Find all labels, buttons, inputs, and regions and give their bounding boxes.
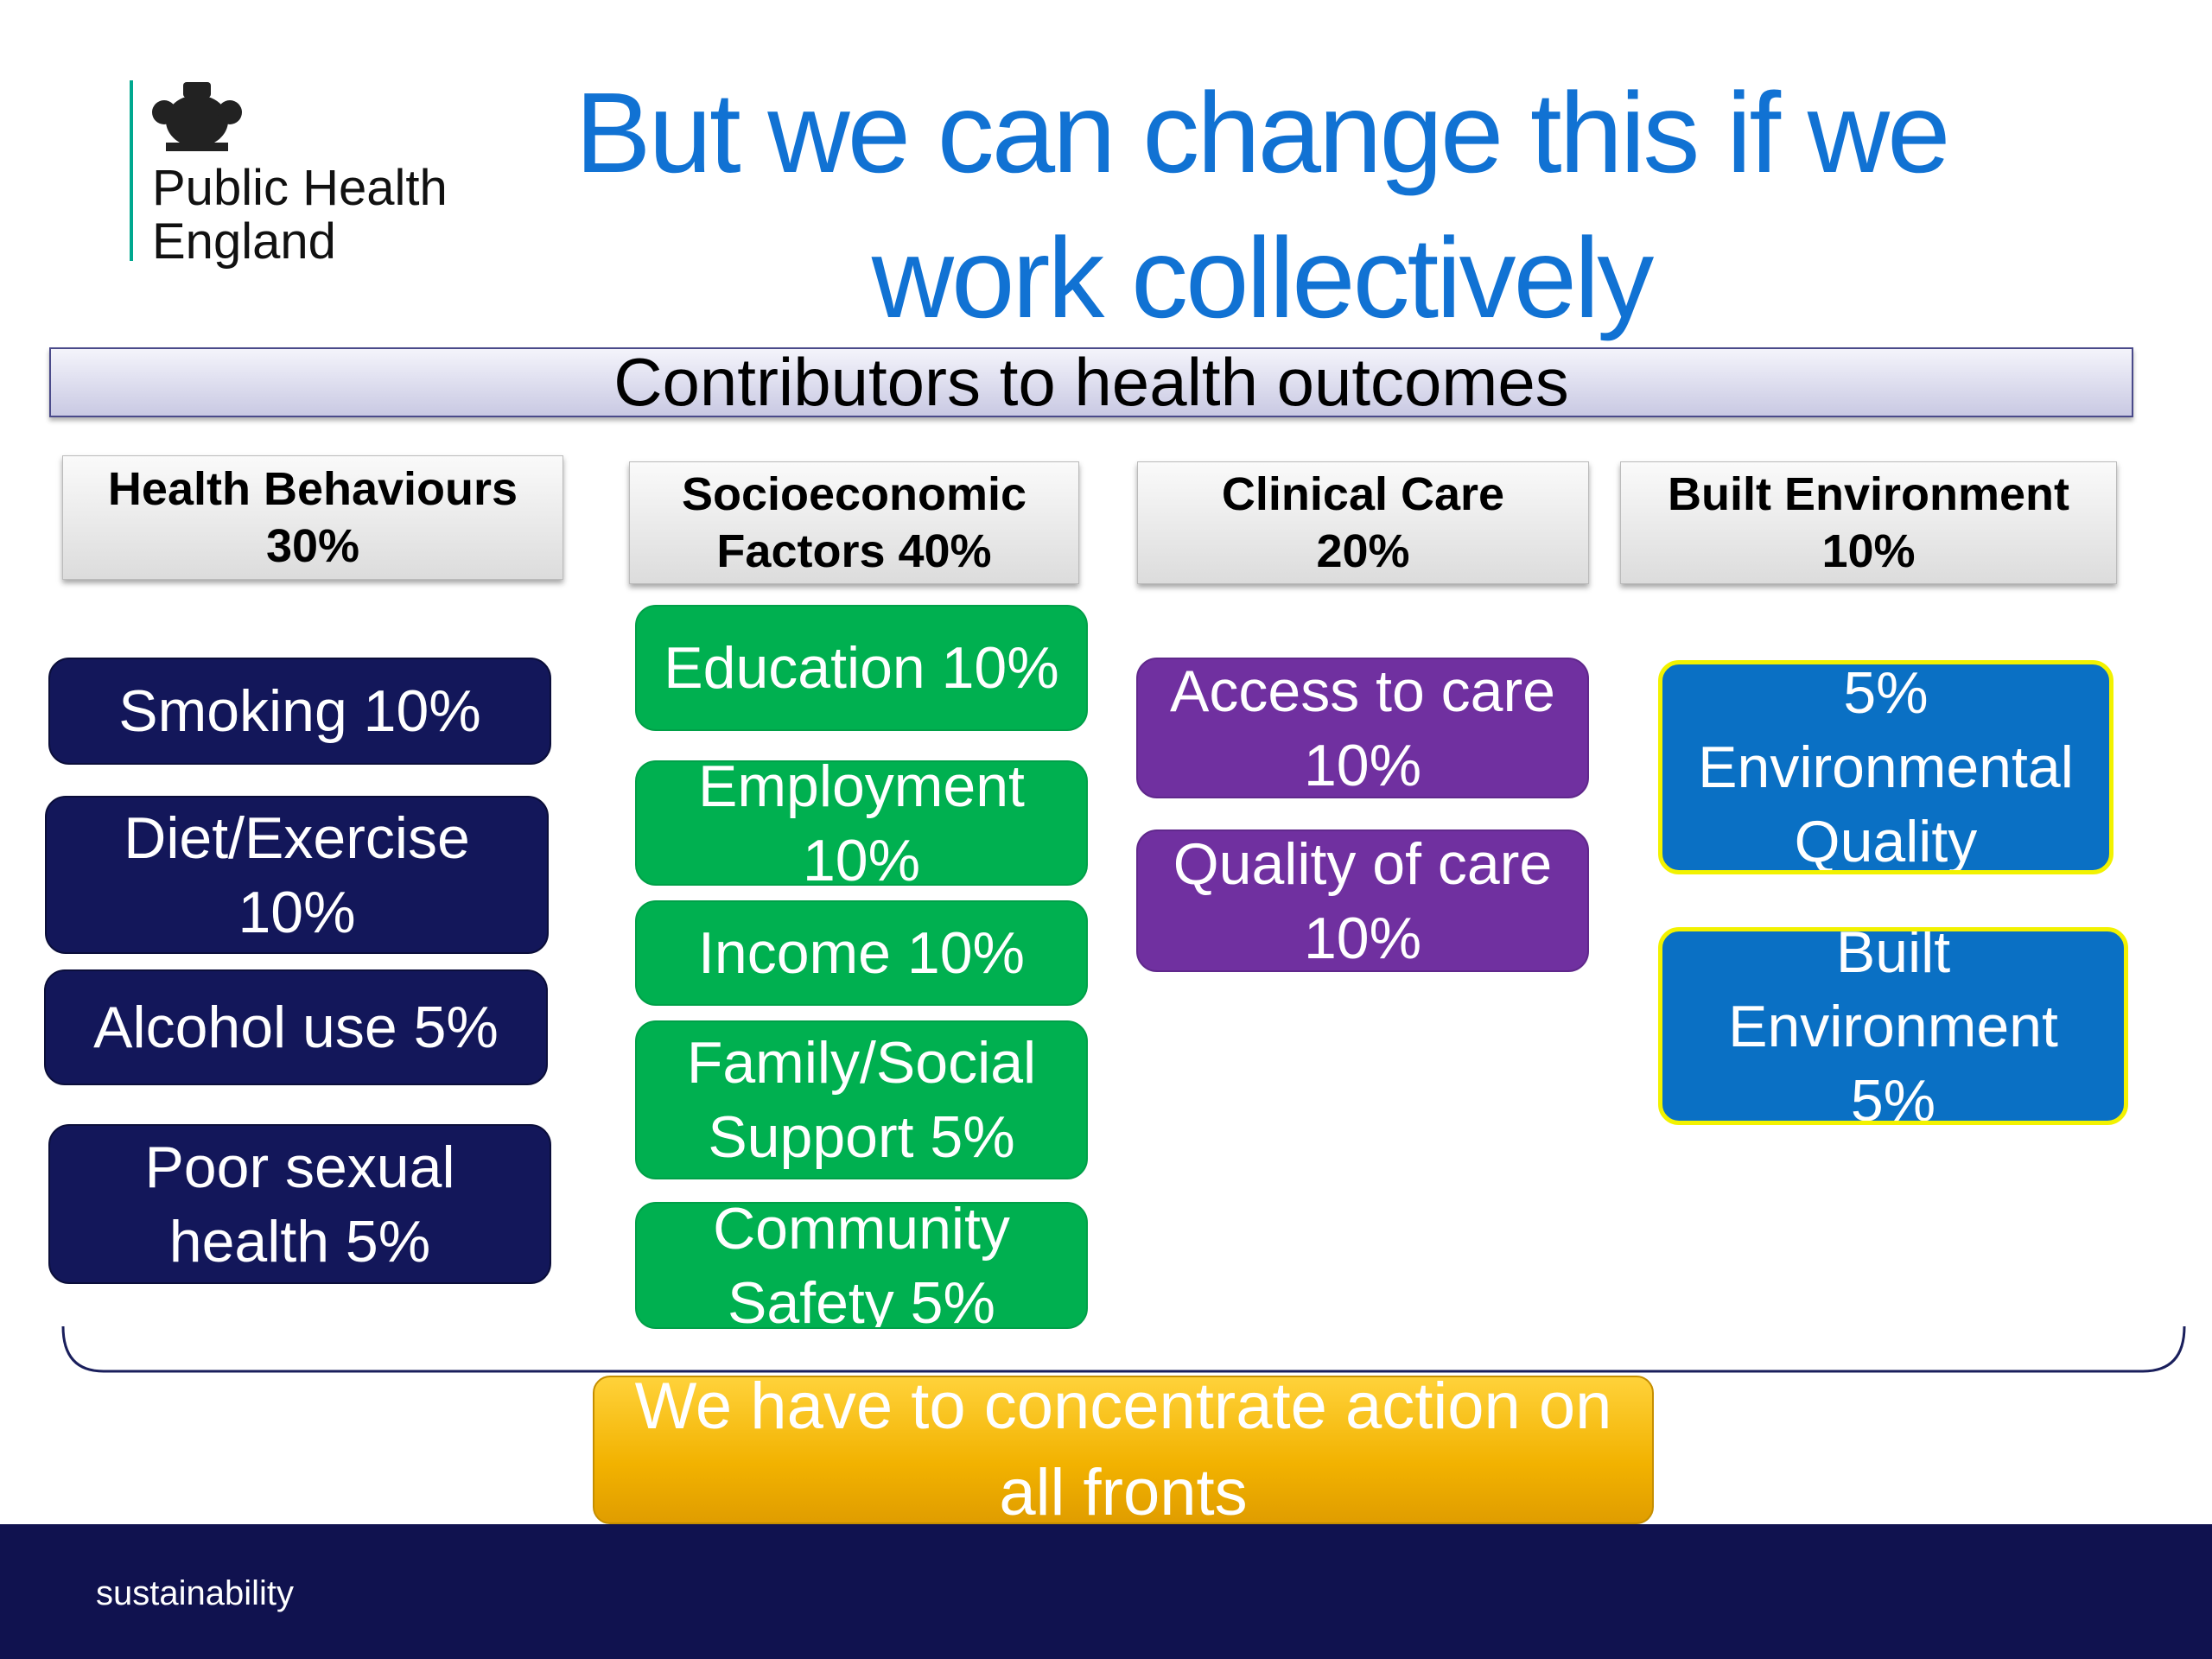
logo-line: Public Health (152, 160, 448, 216)
factor-box: Access to care 10% (1136, 658, 1589, 798)
factor-box: Built Environment 5% (1658, 927, 2128, 1125)
column-header: Health Behaviours 30% (62, 455, 563, 580)
footer-band (0, 1524, 2212, 1659)
logo-line: England (152, 213, 336, 270)
crest (152, 82, 242, 151)
factor-box: Smoking 10% (48, 658, 551, 765)
banner: Contributors to health outcomes (49, 344, 2133, 420)
factor-box: 5% Environmental Quality (1658, 660, 2113, 874)
title: But we can change this if we work collec… (575, 69, 1951, 341)
factor-box: Employment 10% (635, 760, 1088, 886)
factor-box: Poor sexual health 5% (48, 1124, 551, 1284)
column-header: Built Environment 10% (1620, 461, 2117, 584)
factor-box: Quality of care 10% (1136, 830, 1589, 972)
brace (61, 1325, 2186, 1373)
factor-box: Alcohol use 5% (44, 969, 548, 1085)
column-header: Clinical Care 20% (1137, 461, 1589, 584)
factor-box: Family/Social Support 5% (635, 1020, 1088, 1179)
factor-box: Income 10% (635, 900, 1088, 1006)
footer-text: sustainability (96, 1574, 295, 1612)
factor-box: Diet/Exercise 10% (45, 796, 549, 954)
callout: We have to concentrate action on all fro… (593, 1376, 1654, 1524)
column-header: Socioeconomic Factors 40% (629, 461, 1079, 584)
factor-box: Community Safety 5% (635, 1202, 1088, 1329)
factor-box: Education 10% (635, 605, 1088, 731)
